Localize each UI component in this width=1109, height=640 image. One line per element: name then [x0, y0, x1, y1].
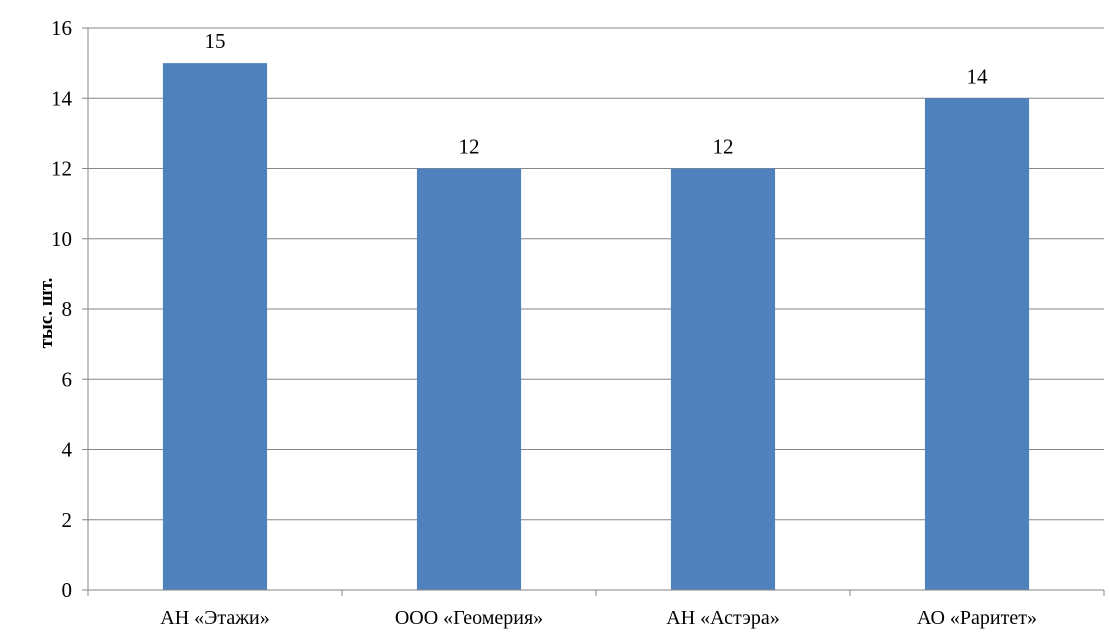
y-tick-label: 4 [62, 438, 73, 462]
bar [924, 98, 1030, 590]
y-tick-label: 12 [51, 157, 72, 181]
data-label: 14 [967, 64, 989, 88]
x-category-label: ООО «Геомерия» [395, 607, 543, 629]
data-label: 15 [205, 29, 226, 53]
data-label: 12 [459, 135, 480, 159]
x-category-label: АО «Раритет» [917, 607, 1037, 629]
y-tick-label: 10 [51, 227, 72, 251]
bar [416, 168, 522, 590]
axes [82, 27, 1105, 596]
bars [162, 63, 1030, 590]
y-tick-labels: 0 2 4 6 8 10 12 14 16 [51, 16, 73, 602]
y-tick-label: 6 [62, 367, 73, 391]
data-label: 12 [713, 135, 734, 159]
y-axis-title: тыс. шт. [36, 278, 57, 349]
y-tick-label: 0 [62, 578, 73, 602]
x-category-label: АН «Этажи» [160, 607, 269, 629]
y-tick-label: 14 [51, 86, 73, 110]
y-tick-label: 2 [62, 508, 73, 532]
bar [670, 168, 776, 590]
data-labels: 15 12 12 14 [205, 29, 989, 158]
y-tick-label: 16 [51, 16, 72, 40]
x-category-label: АН «Астэра» [666, 607, 779, 629]
x-category-labels: АН «Этажи» ООО «Геомерия» АН «Астэра» АО «Р… [160, 607, 1037, 629]
y-tick-label: 8 [62, 297, 73, 321]
bar [162, 63, 268, 590]
